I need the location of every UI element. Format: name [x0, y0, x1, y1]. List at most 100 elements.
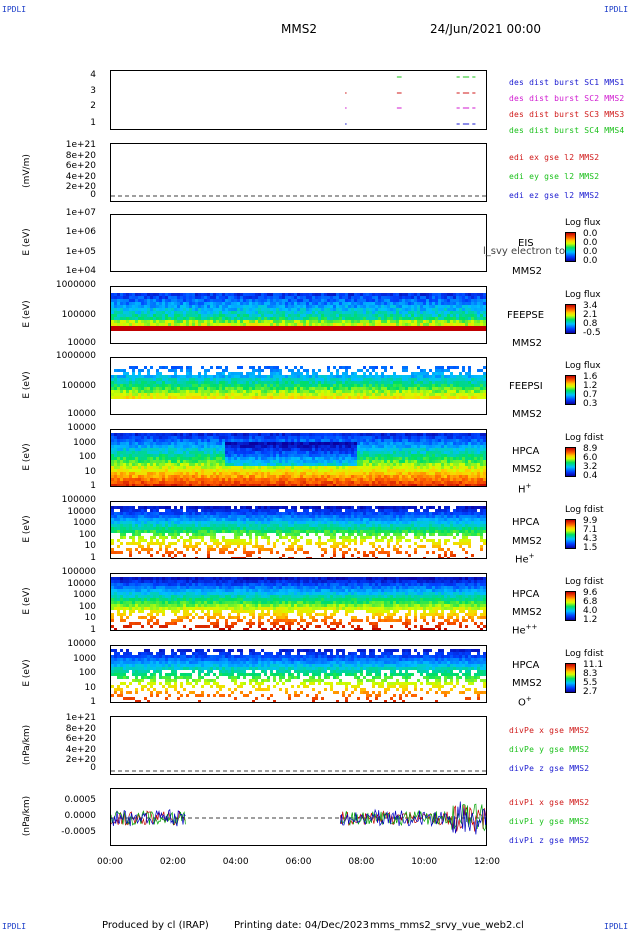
heatmap-cell [114, 469, 117, 472]
heatmap-cell [240, 378, 243, 381]
heatmap-cell [375, 460, 378, 463]
heatmap-cell [228, 323, 231, 326]
heatmap-cell [426, 323, 429, 326]
heatmap-cell [462, 302, 465, 305]
heatmap-cell [417, 469, 420, 472]
heatmap-cell [141, 320, 144, 323]
heatmap-cell [207, 393, 210, 396]
heatmap-cell [441, 436, 444, 439]
heatmap-cell [144, 323, 147, 326]
heatmap-cell [459, 381, 462, 384]
heatmap-cell [462, 305, 465, 308]
heatmap-cell [228, 396, 231, 399]
heatmap-cell [408, 393, 411, 396]
heatmap-cell [300, 308, 303, 311]
heatmap-cell [231, 317, 234, 320]
heatmap-cell [381, 320, 384, 323]
heatmap-cell [288, 369, 291, 372]
heatmap-cell [219, 366, 222, 369]
heatmap-cell [147, 372, 150, 375]
heatmap-cell [327, 396, 330, 399]
heatmap-cell [384, 314, 387, 317]
heatmap-cell [255, 451, 258, 454]
heatmap-cell [132, 439, 135, 442]
heatmap-cell [201, 454, 204, 457]
heatmap-cell [147, 481, 150, 484]
heatmap-cell [249, 475, 252, 478]
heatmap-cell [336, 384, 339, 387]
heatmap-cell [297, 469, 300, 472]
heatmap-cell [405, 375, 408, 378]
heatmap-cell [171, 481, 174, 484]
heatmap-cell [132, 384, 135, 387]
heatmap-cell [330, 305, 333, 308]
heatmap-cell [327, 478, 330, 481]
heatmap-cell [459, 460, 462, 463]
heatmap-cell [336, 457, 339, 460]
heatmap-cell [309, 475, 312, 478]
heatmap-cell [357, 469, 360, 472]
heatmap-cell [339, 314, 342, 317]
heatmap-cell [249, 442, 252, 445]
heatmap-cell [465, 323, 468, 326]
heatmap-cell [225, 384, 228, 387]
heatmap-cell [378, 448, 381, 451]
heatmap-cell [312, 460, 315, 463]
heatmap-cell [147, 478, 150, 481]
heatmap-cell [279, 433, 282, 436]
heatmap-cell [369, 469, 372, 472]
heatmap-cell [363, 439, 366, 442]
heatmap-cell [465, 460, 468, 463]
heatmap-cell [150, 387, 153, 390]
heatmap-cell [258, 369, 261, 372]
heatmap-cell [171, 314, 174, 317]
heatmap-cell [150, 436, 153, 439]
heatmap-cell [396, 475, 399, 478]
heatmap-cell [444, 439, 447, 442]
heatmap-cell [279, 460, 282, 463]
heatmap-cell [372, 439, 375, 442]
heatmap-cell [204, 451, 207, 454]
heatmap-cell [252, 475, 255, 478]
heatmap-cell [390, 451, 393, 454]
heatmap-cell [378, 469, 381, 472]
heatmap-cell [318, 484, 321, 486]
heatmap-cell [276, 384, 279, 387]
heatmap-cell [123, 457, 126, 460]
heatmap-cell [360, 463, 363, 466]
heatmap-cell [360, 436, 363, 439]
heatmap-cell [228, 439, 231, 442]
heatmap-cell [471, 436, 474, 439]
heatmap-cell [321, 299, 324, 302]
heatmap-cell [267, 454, 270, 457]
heatmap-cell [255, 448, 258, 451]
heatmap-cell [348, 387, 351, 390]
heatmap-cell [267, 293, 270, 296]
heatmap-cell [414, 433, 417, 436]
heatmap-cell [372, 299, 375, 302]
heatmap-cell [183, 475, 186, 478]
heatmap-cell [474, 466, 477, 469]
heatmap-cell [357, 475, 360, 478]
heatmap-cell [114, 390, 117, 393]
heatmap-cell [201, 475, 204, 478]
heatmap-cell [468, 439, 471, 442]
heatmap-cell [276, 463, 279, 466]
heatmap-cell [258, 302, 261, 305]
heatmap-cell [471, 305, 474, 308]
heatmap-cell [114, 308, 117, 311]
heatmap-cell [438, 296, 441, 299]
heatmap-cell [138, 436, 141, 439]
heatmap-cell [207, 484, 210, 486]
heatmap-cell [162, 378, 165, 381]
heatmap-cell [402, 390, 405, 393]
heatmap-cell [153, 472, 156, 475]
heatmap-cell [144, 433, 147, 436]
heatmap-cell [366, 375, 369, 378]
heatmap-cell [129, 293, 132, 296]
heatmap-cell [330, 302, 333, 305]
heatmap-cell [198, 463, 201, 466]
heatmap-cell [477, 375, 480, 378]
heatmap-cell [183, 439, 186, 442]
heatmap-cell [279, 472, 282, 475]
